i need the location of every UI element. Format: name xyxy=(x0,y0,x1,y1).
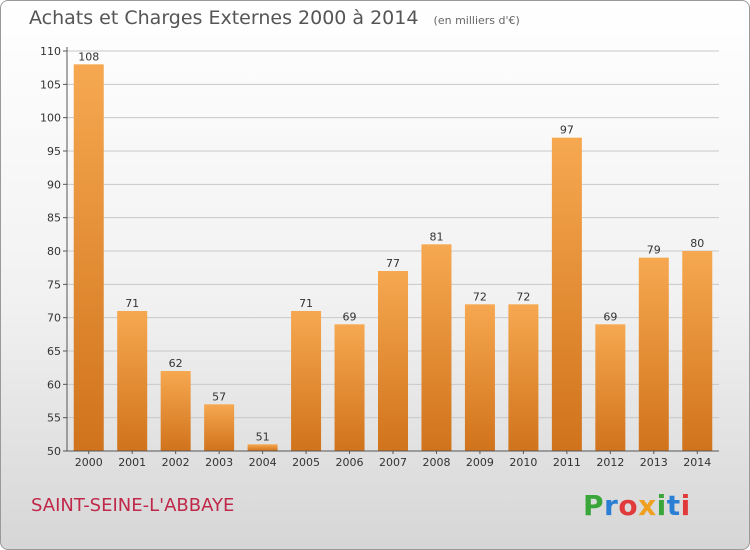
bar xyxy=(291,311,322,451)
x-tick-label: 2011 xyxy=(553,456,581,469)
y-tick-label: 100 xyxy=(40,112,61,125)
bar xyxy=(595,324,626,451)
logo-letter: i xyxy=(680,489,691,522)
logo-letter: i xyxy=(656,489,667,522)
bar xyxy=(378,271,408,451)
bar xyxy=(421,244,452,451)
title-row: Achats et Charges Externes 2000 à 2014 (… xyxy=(29,7,520,29)
bar xyxy=(334,324,365,451)
data-label: 79 xyxy=(647,244,661,257)
y-tick-label: 70 xyxy=(47,312,61,325)
y-tick-label: 80 xyxy=(47,245,61,258)
data-label: 57 xyxy=(212,390,226,403)
logo-letter: x xyxy=(638,489,657,522)
bar xyxy=(551,137,582,451)
data-label: 62 xyxy=(169,357,183,370)
chart-title: Achats et Charges Externes 2000 à 2014 xyxy=(29,7,419,29)
y-tick-label: 60 xyxy=(47,378,61,391)
y-tick-label: 110 xyxy=(40,45,61,58)
x-tick-label: 2003 xyxy=(205,456,233,469)
logo-letter: o xyxy=(618,489,639,522)
x-tick-label: 2012 xyxy=(596,456,624,469)
x-tick-label: 2009 xyxy=(466,456,494,469)
y-tick-label: 65 xyxy=(47,345,61,358)
x-tick-label: 2007 xyxy=(379,456,407,469)
x-tick-label: 2005 xyxy=(292,456,320,469)
y-tick-label: 50 xyxy=(47,445,61,458)
proxiti-logo: Proxiti xyxy=(583,489,691,522)
chart-unit: (en milliers d'€) xyxy=(433,14,520,27)
x-tick-label: 2004 xyxy=(249,456,277,469)
bar xyxy=(638,257,669,451)
bars: 108 71 62 57 51 71 69 77 81 72 72 97 69 79 80 xyxy=(73,50,713,452)
bar xyxy=(117,311,148,451)
x-tick-label: 2008 xyxy=(422,456,450,469)
y-tick-label: 55 xyxy=(47,412,61,425)
data-label: 80 xyxy=(690,237,704,250)
x-tick-label: 2013 xyxy=(640,456,668,469)
x-tick-label: 2010 xyxy=(509,456,537,469)
data-label: 71 xyxy=(125,297,139,310)
x-tick-label: 2001 xyxy=(118,456,146,469)
bar xyxy=(160,371,191,451)
x-tick-label: 2002 xyxy=(162,456,190,469)
bar xyxy=(73,64,104,452)
data-label: 81 xyxy=(429,230,443,243)
bar xyxy=(508,304,539,451)
logo-letter: r xyxy=(604,489,619,522)
data-label: 77 xyxy=(386,257,400,270)
y-tick-label: 95 xyxy=(47,145,61,158)
data-label: 51 xyxy=(256,430,270,443)
commune-name: SAINT-SEINE-L'ABBAYE xyxy=(31,495,235,516)
x-tick-label: 2000 xyxy=(75,456,103,469)
logo-letter: t xyxy=(666,489,681,522)
bar xyxy=(682,251,713,451)
bar xyxy=(247,444,278,451)
data-label: 72 xyxy=(473,290,487,303)
data-label: 69 xyxy=(603,310,617,323)
data-label: 71 xyxy=(299,297,313,310)
bar xyxy=(204,404,235,451)
y-tick-label: 75 xyxy=(47,278,61,291)
data-label: 69 xyxy=(343,310,357,323)
x-tick-label: 2006 xyxy=(336,456,364,469)
data-label: 108 xyxy=(78,50,99,63)
data-label: 72 xyxy=(516,290,530,303)
axes: 50 55 60 65 70 75 80 85 90 95 100 105 110 2000 2001 200… xyxy=(40,45,719,469)
y-tick-label: 105 xyxy=(40,78,61,91)
logo-letter: P xyxy=(583,489,605,522)
x-tick-label: 2014 xyxy=(683,456,711,469)
data-label: 97 xyxy=(560,124,574,137)
y-tick-label: 85 xyxy=(47,212,61,225)
y-tick-label: 90 xyxy=(47,178,61,191)
bar xyxy=(464,304,495,451)
